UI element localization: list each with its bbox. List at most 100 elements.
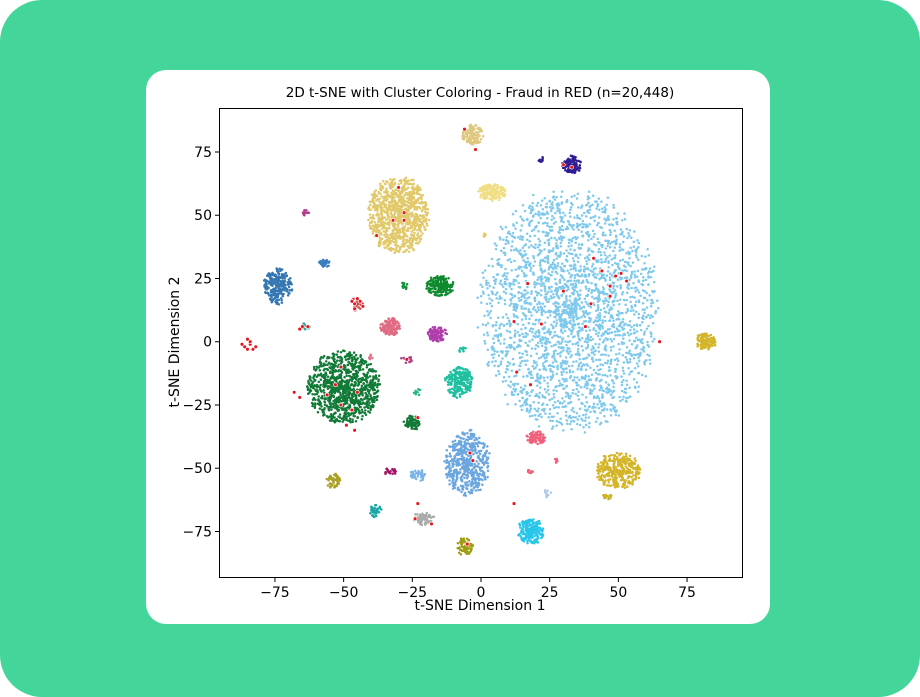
scatter-point — [536, 212, 540, 216]
scatter-point — [360, 384, 364, 388]
scatter-point — [548, 266, 551, 269]
scatter-point — [524, 332, 527, 335]
scatter-point — [426, 224, 429, 227]
scatter-point — [551, 373, 555, 376]
scatter-point — [332, 390, 336, 394]
scatter-point — [493, 353, 496, 356]
scatter-point — [543, 353, 547, 356]
scatter-point — [534, 336, 537, 339]
scatter-point — [577, 329, 580, 333]
scatter-point — [389, 178, 392, 181]
scatter-point — [493, 282, 497, 285]
scatter-point — [607, 311, 611, 315]
scatter-point — [592, 268, 596, 271]
scatter-point — [527, 246, 531, 249]
scatter-point — [544, 279, 548, 283]
scatter-point — [354, 353, 358, 357]
scatter-point — [593, 297, 596, 300]
scatter-point — [504, 287, 508, 291]
scatter-point — [560, 423, 564, 426]
scatter-point — [597, 406, 601, 410]
scatter-point — [613, 358, 617, 362]
scatter-point — [570, 301, 573, 305]
scatter-point — [448, 479, 451, 482]
scatter-point — [569, 215, 572, 218]
scatter-point — [484, 478, 487, 481]
scatter-point — [564, 283, 567, 286]
scatter-point — [567, 352, 570, 356]
scatter-point — [385, 192, 389, 195]
scatter-point — [590, 373, 594, 377]
scatter-point — [633, 276, 637, 279]
scatter-point — [649, 314, 653, 317]
scatter-point — [537, 237, 540, 241]
scatter-point — [320, 364, 323, 367]
scatter-point — [614, 413, 618, 417]
scatter-point — [541, 212, 545, 215]
scatter-point — [625, 345, 629, 349]
scatter-point — [474, 447, 477, 451]
scatter-point — [477, 454, 480, 458]
scatter-point — [584, 300, 588, 304]
scatter-point — [614, 292, 618, 295]
scatter-point — [506, 259, 510, 262]
scatter-point — [373, 192, 376, 195]
scatter-point — [513, 278, 517, 282]
scatter-point — [608, 319, 611, 323]
scatter-point — [560, 318, 564, 322]
scatter-point — [577, 322, 581, 325]
scatter-point — [536, 278, 539, 282]
scatter-point — [637, 299, 641, 302]
scatter-point — [404, 180, 407, 184]
scatter-point — [640, 348, 643, 351]
scatter-point — [629, 264, 632, 268]
scatter-point — [627, 396, 630, 399]
scatter-point — [594, 244, 598, 247]
scatter-point — [564, 395, 568, 398]
scatter-point — [331, 352, 335, 356]
scatter-point — [415, 207, 419, 211]
scatter-point — [400, 235, 404, 239]
scatter-point — [573, 297, 577, 301]
scatter-point — [324, 383, 327, 387]
scatter-point — [511, 231, 515, 235]
scatter-point — [382, 224, 386, 228]
scatter-point — [550, 364, 554, 368]
scatter-point — [371, 403, 374, 407]
scatter-point — [608, 276, 612, 279]
scatter-point — [464, 473, 468, 477]
scatter-point — [606, 374, 609, 378]
scatter-point — [589, 378, 593, 381]
scatter-point — [549, 369, 553, 373]
scatter-point — [569, 313, 572, 317]
scatter-point — [561, 224, 564, 228]
scatter-point — [460, 478, 464, 481]
scatter-point — [552, 295, 556, 299]
scatter-point — [326, 387, 330, 391]
scatter-point — [412, 248, 415, 252]
scatter-point — [554, 349, 557, 352]
scatter-point — [612, 240, 616, 243]
scatter-point — [541, 353, 545, 357]
scatter-point — [489, 316, 492, 320]
scatter-point — [604, 381, 608, 384]
scatter-point — [526, 285, 529, 289]
scatter-point — [587, 274, 591, 277]
scatter-point — [408, 190, 411, 194]
scatter-point — [571, 364, 574, 368]
scatter-point — [596, 273, 599, 276]
scatter-point — [308, 389, 312, 392]
scatter-point — [551, 325, 555, 328]
scatter-point — [459, 468, 462, 471]
scatter-point — [543, 287, 547, 290]
scatter-point — [492, 341, 496, 345]
scatter-point — [474, 489, 478, 492]
scatter-point — [416, 233, 419, 237]
scatter-point — [374, 223, 378, 226]
scatter-point — [606, 218, 610, 222]
scatter-point — [504, 350, 508, 353]
scatter-point — [601, 374, 604, 377]
scatter-point — [620, 248, 623, 251]
scatter-point — [557, 204, 561, 207]
scatter-point — [363, 411, 367, 415]
